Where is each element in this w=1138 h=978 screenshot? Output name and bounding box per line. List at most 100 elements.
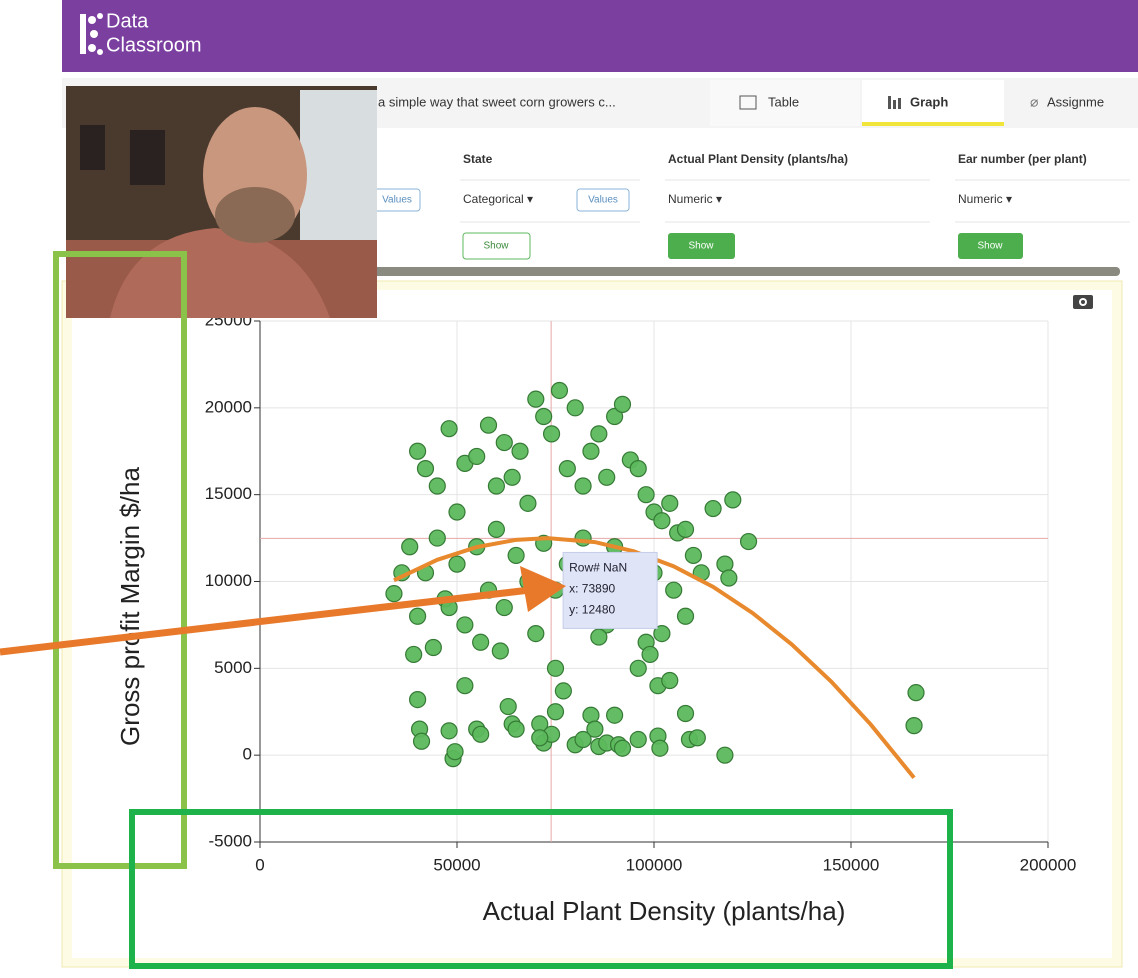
point — [402, 539, 418, 555]
point — [508, 721, 524, 737]
y-axis-label: Gross profit Margin $/ha — [115, 467, 145, 746]
point — [429, 478, 445, 494]
point — [908, 685, 924, 701]
point — [406, 646, 422, 662]
x-tick-label: 200000 — [1020, 855, 1077, 874]
point — [449, 556, 465, 572]
x-tick-label: 100000 — [626, 855, 683, 874]
point — [488, 521, 504, 537]
point — [630, 461, 646, 477]
x-tick-label: 0 — [255, 855, 264, 874]
tab-underline — [862, 122, 1004, 126]
point — [410, 692, 426, 708]
point — [642, 646, 658, 662]
point — [599, 469, 615, 485]
point — [528, 626, 544, 642]
point — [678, 608, 694, 624]
point — [725, 492, 741, 508]
point — [457, 678, 473, 694]
point — [548, 704, 564, 720]
x-tick-label: 50000 — [433, 855, 480, 874]
point — [906, 718, 922, 734]
point — [496, 600, 512, 616]
point — [583, 443, 599, 459]
point — [425, 639, 441, 655]
point — [481, 417, 497, 433]
tooltip-text: x: 73890 — [569, 582, 615, 596]
point — [575, 732, 591, 748]
point — [705, 501, 721, 517]
point — [473, 726, 489, 742]
button-label[interactable]: Values — [382, 195, 412, 206]
logo-text[interactable]: Data — [106, 10, 149, 32]
type-dropdown[interactable]: Numeric ▾ — [668, 192, 722, 206]
point — [630, 732, 646, 748]
point — [548, 660, 564, 676]
point — [544, 426, 560, 442]
point — [500, 699, 516, 715]
type-dropdown[interactable]: Categorical ▾ — [463, 192, 533, 206]
tooltip-text: y: 12480 — [569, 603, 615, 617]
point — [532, 730, 548, 746]
point — [678, 521, 694, 537]
point — [591, 426, 607, 442]
point — [551, 382, 567, 398]
point — [417, 461, 433, 477]
column-name: State — [463, 152, 493, 166]
point — [473, 634, 489, 650]
tab-label[interactable]: Assignme — [1047, 94, 1104, 109]
x-axis-label: Actual Plant Density (plants/ha) — [483, 896, 846, 926]
camera-icon[interactable] — [1073, 295, 1093, 309]
point — [575, 530, 591, 546]
point — [449, 504, 465, 520]
y-tick-label: 5000 — [214, 658, 252, 677]
y-tick-label: 20000 — [205, 397, 252, 416]
point — [638, 487, 654, 503]
point — [591, 629, 607, 645]
screen: Data Classroom a simple way that sweet c… — [0, 0, 1138, 973]
point — [567, 400, 583, 416]
button-label[interactable]: Show — [688, 241, 714, 252]
point — [662, 672, 678, 688]
clip-icon: ⌀ — [1030, 94, 1038, 110]
point — [504, 469, 520, 485]
button-label[interactable]: Show — [483, 241, 509, 252]
point — [441, 421, 457, 437]
point — [678, 705, 694, 721]
page: Data Classroom a simple way that sweet c… — [0, 0, 1138, 973]
point — [689, 730, 705, 746]
point — [559, 461, 575, 477]
logo-text[interactable]: Classroom — [106, 34, 202, 56]
y-tick-label: 0 — [243, 745, 252, 764]
point — [717, 747, 733, 763]
point — [630, 660, 646, 676]
tooltip-text: Row# NaN — [569, 561, 627, 575]
column-name: Ear number (per plant) — [958, 152, 1087, 166]
point — [457, 617, 473, 633]
point — [414, 733, 430, 749]
point — [447, 744, 463, 760]
point — [666, 582, 682, 598]
button-label[interactable]: Values — [588, 195, 618, 206]
webcam-video — [66, 86, 377, 318]
point — [685, 547, 701, 563]
point — [508, 547, 524, 563]
point — [441, 723, 457, 739]
tab-label[interactable]: Graph — [910, 94, 948, 109]
point — [575, 478, 591, 494]
button-label[interactable]: Show — [977, 241, 1003, 252]
tab-label[interactable]: Table — [768, 94, 799, 109]
point — [488, 478, 504, 494]
column-name: Actual Plant Density (plants/ha) — [668, 152, 848, 166]
point — [662, 495, 678, 511]
app-header — [62, 0, 1138, 72]
point — [520, 495, 536, 511]
point — [469, 448, 485, 464]
point — [536, 409, 552, 425]
point — [652, 740, 668, 756]
point — [654, 513, 670, 529]
point — [607, 707, 623, 723]
point — [512, 443, 528, 459]
type-dropdown[interactable]: Numeric ▾ — [958, 192, 1012, 206]
point — [429, 530, 445, 546]
